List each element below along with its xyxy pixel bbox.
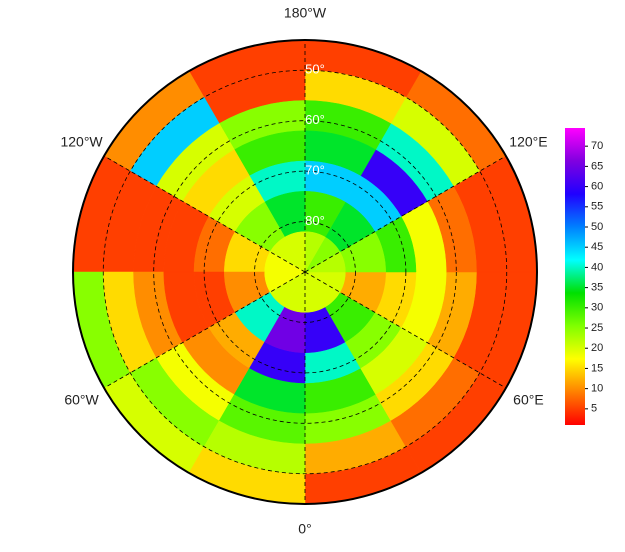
longitude-label: 60°E (513, 392, 544, 408)
colorbar-tick-label: 45 (591, 241, 603, 253)
colorbar-tick-label: 30 (591, 302, 603, 314)
colorbar-scale (565, 128, 585, 425)
meridian-line (103, 155, 306, 273)
colorbar-tick-label: 40 (591, 261, 603, 273)
colorbar-tick-label: 25 (591, 322, 603, 334)
colorbar-tick-label: 50 (591, 221, 603, 233)
meridian-line (304, 155, 507, 273)
colorbar-tick-label: 35 (591, 282, 603, 294)
latitude-label: 60° (305, 112, 325, 127)
heat-cell (284, 271, 306, 313)
longitude-label: 180°W (284, 5, 327, 21)
latitude-line (203, 170, 407, 374)
latitude-label: 50° (305, 62, 325, 77)
colorbar-tick-label: 60 (591, 180, 603, 192)
latitude-line (102, 69, 508, 475)
longitude-label: 120°E (509, 134, 547, 150)
latitude-line (153, 120, 457, 424)
graticule (72, 39, 538, 505)
latitude-label: 80° (305, 213, 325, 228)
colorbar-tick-label: 55 (591, 201, 603, 213)
colorbar-tick-label: 70 (591, 140, 603, 152)
longitude-label: 0° (298, 521, 311, 537)
longitude-label: 120°W (60, 134, 103, 150)
colorbar-tick-label: 10 (591, 383, 603, 395)
colorbar-tick-label: 5 (591, 403, 597, 415)
meridian-line (103, 271, 306, 389)
labels: 50° 60° 70° 80° 180°W 120°W 120°E 60°W 60°E 0° (60, 5, 547, 537)
meridian-line (304, 271, 507, 389)
latitude-label: 70° (305, 163, 325, 178)
colorbar-tick-label: 15 (591, 362, 603, 374)
colorbar: 5 10 15 20 25 30 35 40 45 50 55 60 65 70 (565, 128, 603, 425)
colorbar-tick-label: 20 (591, 342, 603, 354)
colorbar-tick-label: 65 (591, 160, 603, 172)
longitude-label: 60°W (64, 392, 99, 408)
heatmap (72, 39, 538, 505)
